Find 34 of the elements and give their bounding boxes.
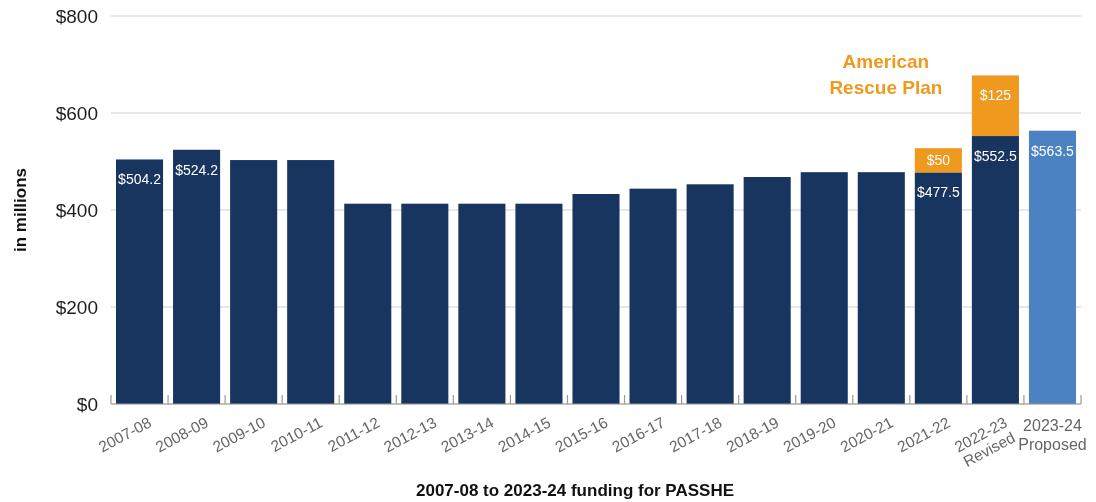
bar (800, 172, 848, 404)
data-label: $563.5 (1031, 142, 1075, 159)
bar (458, 203, 506, 404)
bar (971, 136, 1019, 404)
bar (115, 159, 164, 404)
x-axis-title: 2007-08 to 2023-24 funding for PASSHE (415, 481, 735, 500)
data-label: $552.5 (974, 148, 1018, 165)
y-tick-label: $0 (76, 393, 98, 415)
y-tick-label: $400 (55, 199, 98, 221)
bar (344, 203, 392, 404)
x-tick-label: 2023-24 Proposed (1018, 417, 1087, 453)
bar (230, 160, 278, 404)
series-label: American Rescue Plan (829, 51, 943, 99)
bar (971, 75, 1019, 137)
bar (629, 188, 677, 404)
data-label: $50 (926, 152, 951, 169)
y-tick-label: $800 (55, 5, 98, 27)
bar (914, 172, 962, 404)
data-label: $477.5 (916, 184, 960, 201)
bar (686, 184, 734, 404)
data-label: $524.2 (175, 161, 219, 178)
data-label: $504.2 (118, 171, 162, 188)
bar (857, 172, 905, 404)
bar (515, 203, 563, 404)
y-tick-label: $200 (55, 296, 98, 318)
y-tick-label: $600 (55, 102, 98, 124)
bar (173, 149, 221, 404)
bar (572, 194, 620, 404)
bar (1028, 130, 1076, 404)
bar (743, 177, 791, 404)
data-label: $125 (979, 87, 1012, 104)
bar (287, 160, 335, 404)
y-axis-title: in millions (10, 167, 30, 253)
bar (401, 203, 449, 404)
